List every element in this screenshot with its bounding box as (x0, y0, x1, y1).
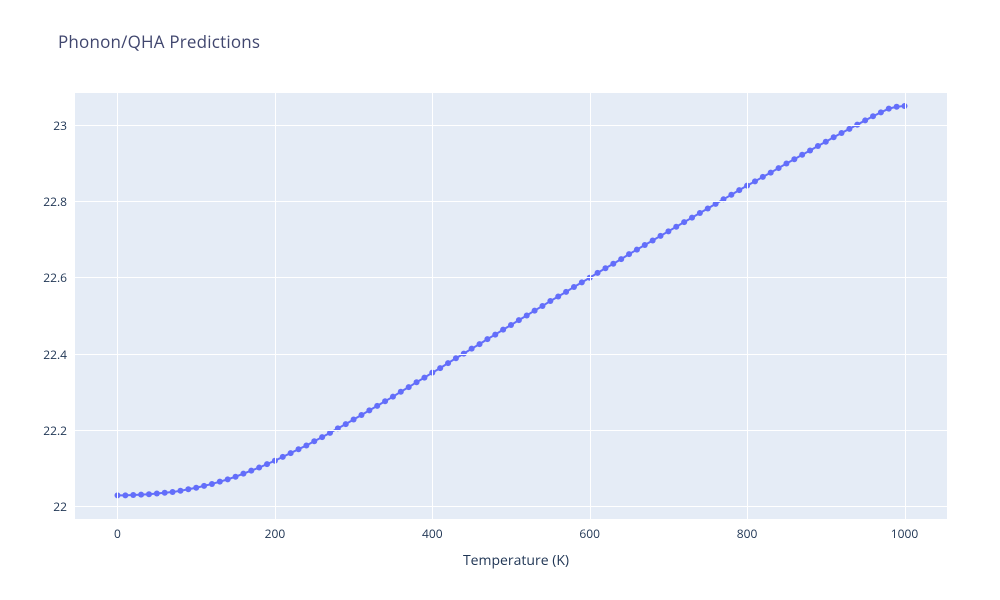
plot-area[interactable] (75, 93, 947, 519)
y-tick-label: 22 (53, 498, 67, 515)
y-tick-label: 23 (53, 117, 67, 134)
x-tick-label: 200 (255, 525, 295, 542)
chart-title: Phonon/QHA Predictions (58, 30, 260, 53)
y-tick-label: 22.8 (43, 193, 67, 210)
y-tick-label: 22.4 (43, 346, 67, 363)
x-tick-label: 0 (97, 525, 137, 542)
y-tick-label: 22.2 (43, 422, 67, 439)
y-tick-label: 22.6 (43, 269, 67, 286)
x-axis-label: Temperature (K) (451, 551, 581, 570)
x-tick-label: 1000 (885, 525, 925, 542)
x-tick-label: 600 (570, 525, 610, 542)
x-tick-label: 800 (727, 525, 767, 542)
chart-container: Phonon/QHA Predictions Temperature (K) V… (0, 0, 1000, 600)
x-tick-label: 400 (412, 525, 452, 542)
